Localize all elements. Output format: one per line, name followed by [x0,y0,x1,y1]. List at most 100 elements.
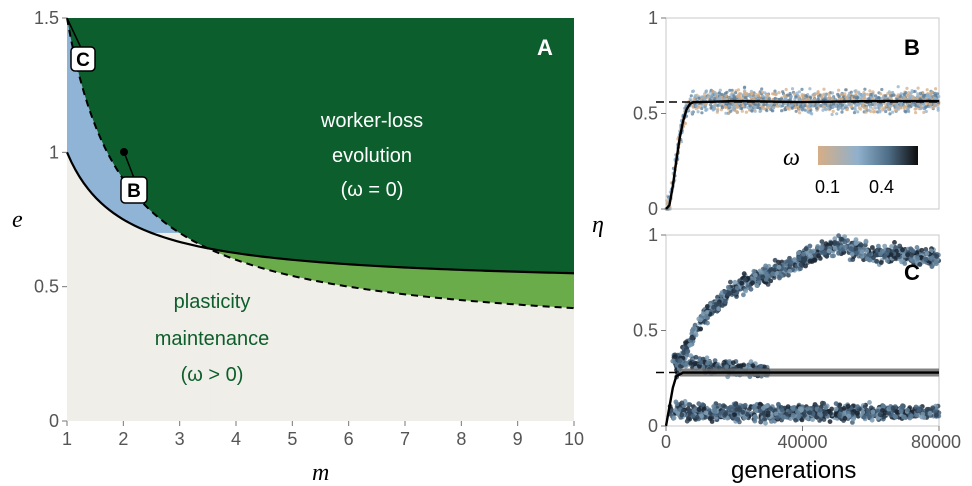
scatter-point [819,239,825,245]
region-label-plasticity-1: plasticity [174,291,251,313]
scatter-point [731,102,735,106]
x-tick-label: 6 [344,429,354,449]
scatter-point [767,106,771,110]
scatter-point [837,412,842,418]
scatter-point [907,104,911,108]
scatter-point [720,92,724,96]
scatter-point [673,399,679,405]
scatter-point [920,411,926,417]
scatter-point [750,109,754,113]
scatter-point [733,108,737,113]
scatter-point [758,109,762,114]
marker-b-box [120,176,148,204]
scatter-point [737,102,741,106]
scatter-point [861,414,867,420]
scatter-point [796,414,801,420]
axis-ticks-c: 0 0.5 1 0 40000 80000 [633,225,961,452]
scatter-point [815,244,821,249]
mean-trajectory-c [664,371,939,427]
scatter-point [795,91,799,95]
scatter-point [770,271,776,276]
x-axis-label-m: m [312,460,329,486]
scatter-point [855,95,859,99]
scatter-point [807,97,811,101]
scatter-point [724,364,729,370]
scatter-point [793,417,799,423]
scatter-point [774,415,780,421]
scatter-point [869,417,875,423]
scatter-point [830,97,834,101]
scatter-point [928,96,933,100]
y-tick-label: 1 [648,225,658,245]
scatter-point [906,107,910,111]
scatter-point [776,259,781,265]
scatter-point [762,417,767,422]
axis-ticks-b: 00.51 [633,8,666,219]
scatter-point [909,94,913,98]
scatter-point [924,406,930,412]
scatter-point [874,106,878,110]
scatter-point [853,89,857,93]
scatter-point [916,92,920,96]
scatter-point [691,326,696,332]
scatter-point [836,250,841,256]
scatter-point [831,109,835,113]
scatter-point [728,279,733,285]
scatter-point [905,86,909,90]
scatter-point [684,418,690,424]
scatter-point [880,403,886,409]
panel-b-lines [656,99,939,210]
scatter-point [737,95,741,99]
scatter-point [860,409,866,415]
scatter-point [885,248,891,254]
scatter-point [852,111,857,115]
panel-b: 00.51 B ω 0.1 0.4 [633,8,941,219]
scatter-point [720,106,725,110]
scatter-point [709,106,713,110]
scatter-point [918,91,923,95]
scatter-point [928,256,933,261]
scatter-point [763,420,768,426]
scatter-point [729,109,733,113]
scatter-point [823,404,828,410]
scatter-point [790,87,795,91]
scatter-point [696,401,702,407]
scatter-point [908,246,914,252]
y-tick-label: 0 [648,199,658,219]
scatter-point [890,405,896,411]
scatter-point [727,406,732,411]
scatter-point [712,96,716,100]
scatter-point [925,88,929,92]
x-tick-label: 1 [62,429,72,449]
scatter-point [917,262,923,267]
scatter-point [809,108,813,112]
scatter-point [882,243,888,249]
scatter-point [862,404,868,410]
scatter-point [926,95,930,99]
y-tick-label: 1 [648,8,658,28]
scatter-point [795,103,799,107]
scatter-point [815,106,819,110]
scatter-point [919,247,925,253]
scatter-point [773,96,777,101]
scatter-point [886,107,891,111]
scatter-point [930,405,936,411]
scatter-point [691,89,696,93]
scatter-point [838,102,843,106]
scatter-point [807,104,811,109]
scatter-point [754,408,759,414]
scatter-point [916,86,920,90]
scatter-point [703,410,709,416]
scatter-point [820,93,825,97]
scatter-point [889,244,894,249]
scatter-point [858,92,862,96]
scatter-point [837,95,841,99]
scatter-point [723,105,727,109]
scatter-point [888,112,892,116]
scatter-point [798,266,803,272]
scatter-point [717,91,722,95]
scatter-point [934,254,940,259]
scatter-point [772,92,776,96]
scatter-point [692,361,698,366]
scatter-point [723,411,729,417]
